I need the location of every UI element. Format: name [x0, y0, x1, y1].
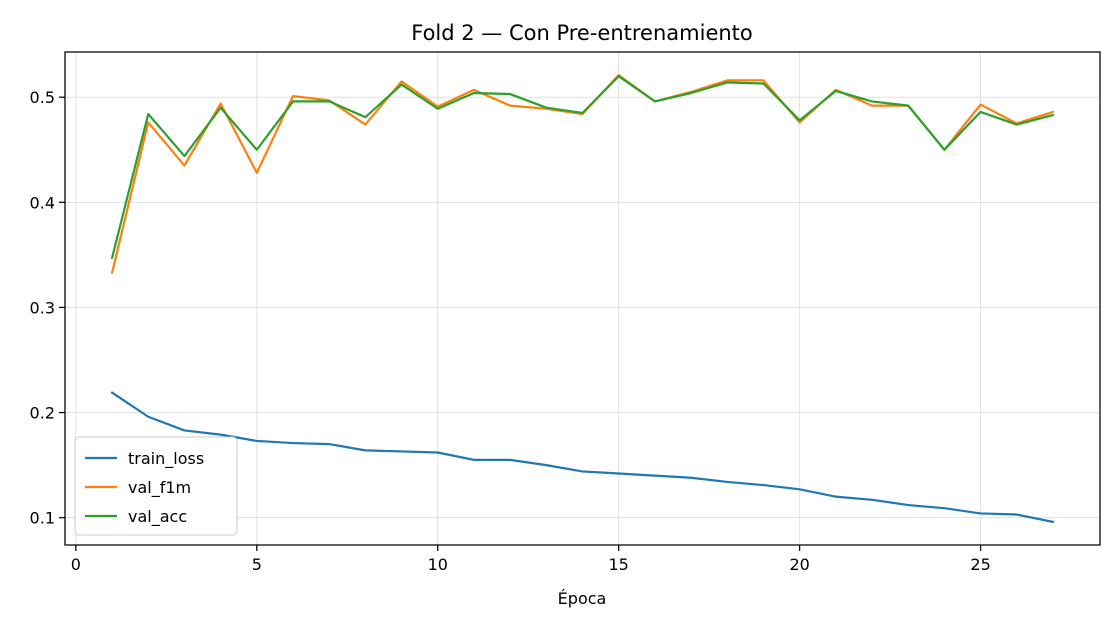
- chart-title: Fold 2 — Con Pre-entrenamiento: [411, 21, 753, 45]
- y-tick-label: 0.3: [30, 298, 55, 317]
- data-point-val-acc: [1014, 122, 1019, 127]
- data-point-train-loss: [363, 448, 368, 453]
- data-point-val-f1m: [110, 270, 115, 275]
- data-point-train-loss: [761, 483, 766, 488]
- data-point-val-acc: [942, 147, 947, 152]
- data-point-train-loss: [254, 438, 259, 443]
- data-point-train-loss: [797, 487, 802, 492]
- legend: train_loss val_f1m val_acc: [74, 436, 238, 536]
- data-point-val-acc: [689, 90, 694, 95]
- data-point-train-loss: [110, 390, 115, 395]
- series-line-train-loss: [110, 391, 1055, 523]
- data-point-val-acc: [254, 147, 259, 152]
- data-point-val-acc: [508, 92, 513, 97]
- x-tick-label: 0: [71, 555, 81, 574]
- x-tick-label: 10: [428, 555, 448, 574]
- data-point-val-acc: [978, 109, 983, 114]
- legend-label-val-f1m: val_f1m: [128, 478, 191, 498]
- data-point-train-loss: [833, 494, 838, 499]
- y-tick-label: 0.1: [30, 509, 55, 528]
- data-point-val-f1m: [290, 94, 295, 99]
- data-point-val-acc: [616, 74, 621, 79]
- data-point-val-acc: [761, 81, 766, 86]
- data-point-train-loss: [978, 511, 983, 516]
- data-point-train-loss: [508, 457, 513, 462]
- data-point-val-acc: [110, 256, 115, 261]
- legend-label-train-loss: train_loss: [128, 449, 204, 469]
- data-point-train-loss: [725, 479, 730, 484]
- data-point-train-loss: [1050, 519, 1055, 524]
- data-point-train-loss: [182, 428, 187, 433]
- x-tick-label: 25: [970, 555, 990, 574]
- data-point-val-acc: [797, 118, 802, 123]
- series-line-val-acc: [110, 75, 1055, 260]
- data-point-train-loss: [689, 475, 694, 480]
- data-point-val-acc: [327, 99, 332, 104]
- y-tick-label: 0.4: [30, 193, 55, 212]
- data-point-train-loss: [399, 449, 404, 454]
- legend-box: [74, 436, 238, 536]
- data-point-val-acc: [182, 154, 187, 159]
- plot-frame: [64, 51, 1101, 546]
- data-point-train-loss: [435, 450, 440, 455]
- x-tick-label: 20: [789, 555, 809, 574]
- data-point-train-loss: [870, 497, 875, 502]
- data-point-val-acc: [833, 88, 838, 93]
- y-tick-label: 0.2: [30, 404, 55, 423]
- data-point-val-f1m: [182, 163, 187, 168]
- data-point-train-loss: [906, 503, 911, 508]
- data-point-train-loss: [327, 442, 332, 447]
- data-point-train-loss: [942, 506, 947, 511]
- x-tick-label: 15: [609, 555, 629, 574]
- y-tick-label: 0.5: [30, 88, 55, 107]
- data-point-val-f1m: [508, 103, 513, 108]
- data-point-val-f1m: [363, 122, 368, 127]
- series-line-val-f1m: [110, 74, 1055, 274]
- data-point-val-acc: [725, 80, 730, 85]
- data-point-val-acc: [290, 99, 295, 104]
- data-point-val-acc: [399, 82, 404, 87]
- data-point-train-loss: [290, 441, 295, 446]
- x-tick-label: 5: [252, 555, 262, 574]
- data-point-val-acc: [580, 110, 585, 115]
- x-axis-label: Época: [558, 589, 607, 608]
- data-point-val-acc: [218, 105, 223, 110]
- data-point-val-f1m: [254, 170, 259, 175]
- data-point-val-acc: [471, 90, 476, 95]
- data-point-val-f1m: [978, 102, 983, 107]
- data-point-train-loss: [1014, 512, 1019, 517]
- series-layer: [110, 74, 1055, 524]
- data-point-train-loss: [652, 473, 657, 478]
- ticks: 0 5 10 15 20 25 0.1 0.2 0.3 0.4 0.5: [30, 88, 991, 574]
- data-point-val-acc: [1050, 113, 1055, 118]
- data-point-train-loss: [471, 457, 476, 462]
- data-point-val-acc: [870, 99, 875, 104]
- data-point-val-acc: [146, 112, 151, 117]
- data-point-val-acc: [363, 115, 368, 120]
- legend-label-val-acc: val_acc: [128, 507, 187, 527]
- data-point-val-acc: [435, 106, 440, 111]
- data-point-train-loss: [616, 471, 621, 476]
- data-point-val-acc: [906, 103, 911, 108]
- data-point-val-acc: [544, 105, 549, 110]
- data-point-val-acc: [652, 99, 657, 104]
- data-point-train-loss: [218, 432, 223, 437]
- data-point-train-loss: [544, 463, 549, 468]
- data-point-train-loss: [580, 469, 585, 474]
- data-point-train-loss: [146, 414, 151, 419]
